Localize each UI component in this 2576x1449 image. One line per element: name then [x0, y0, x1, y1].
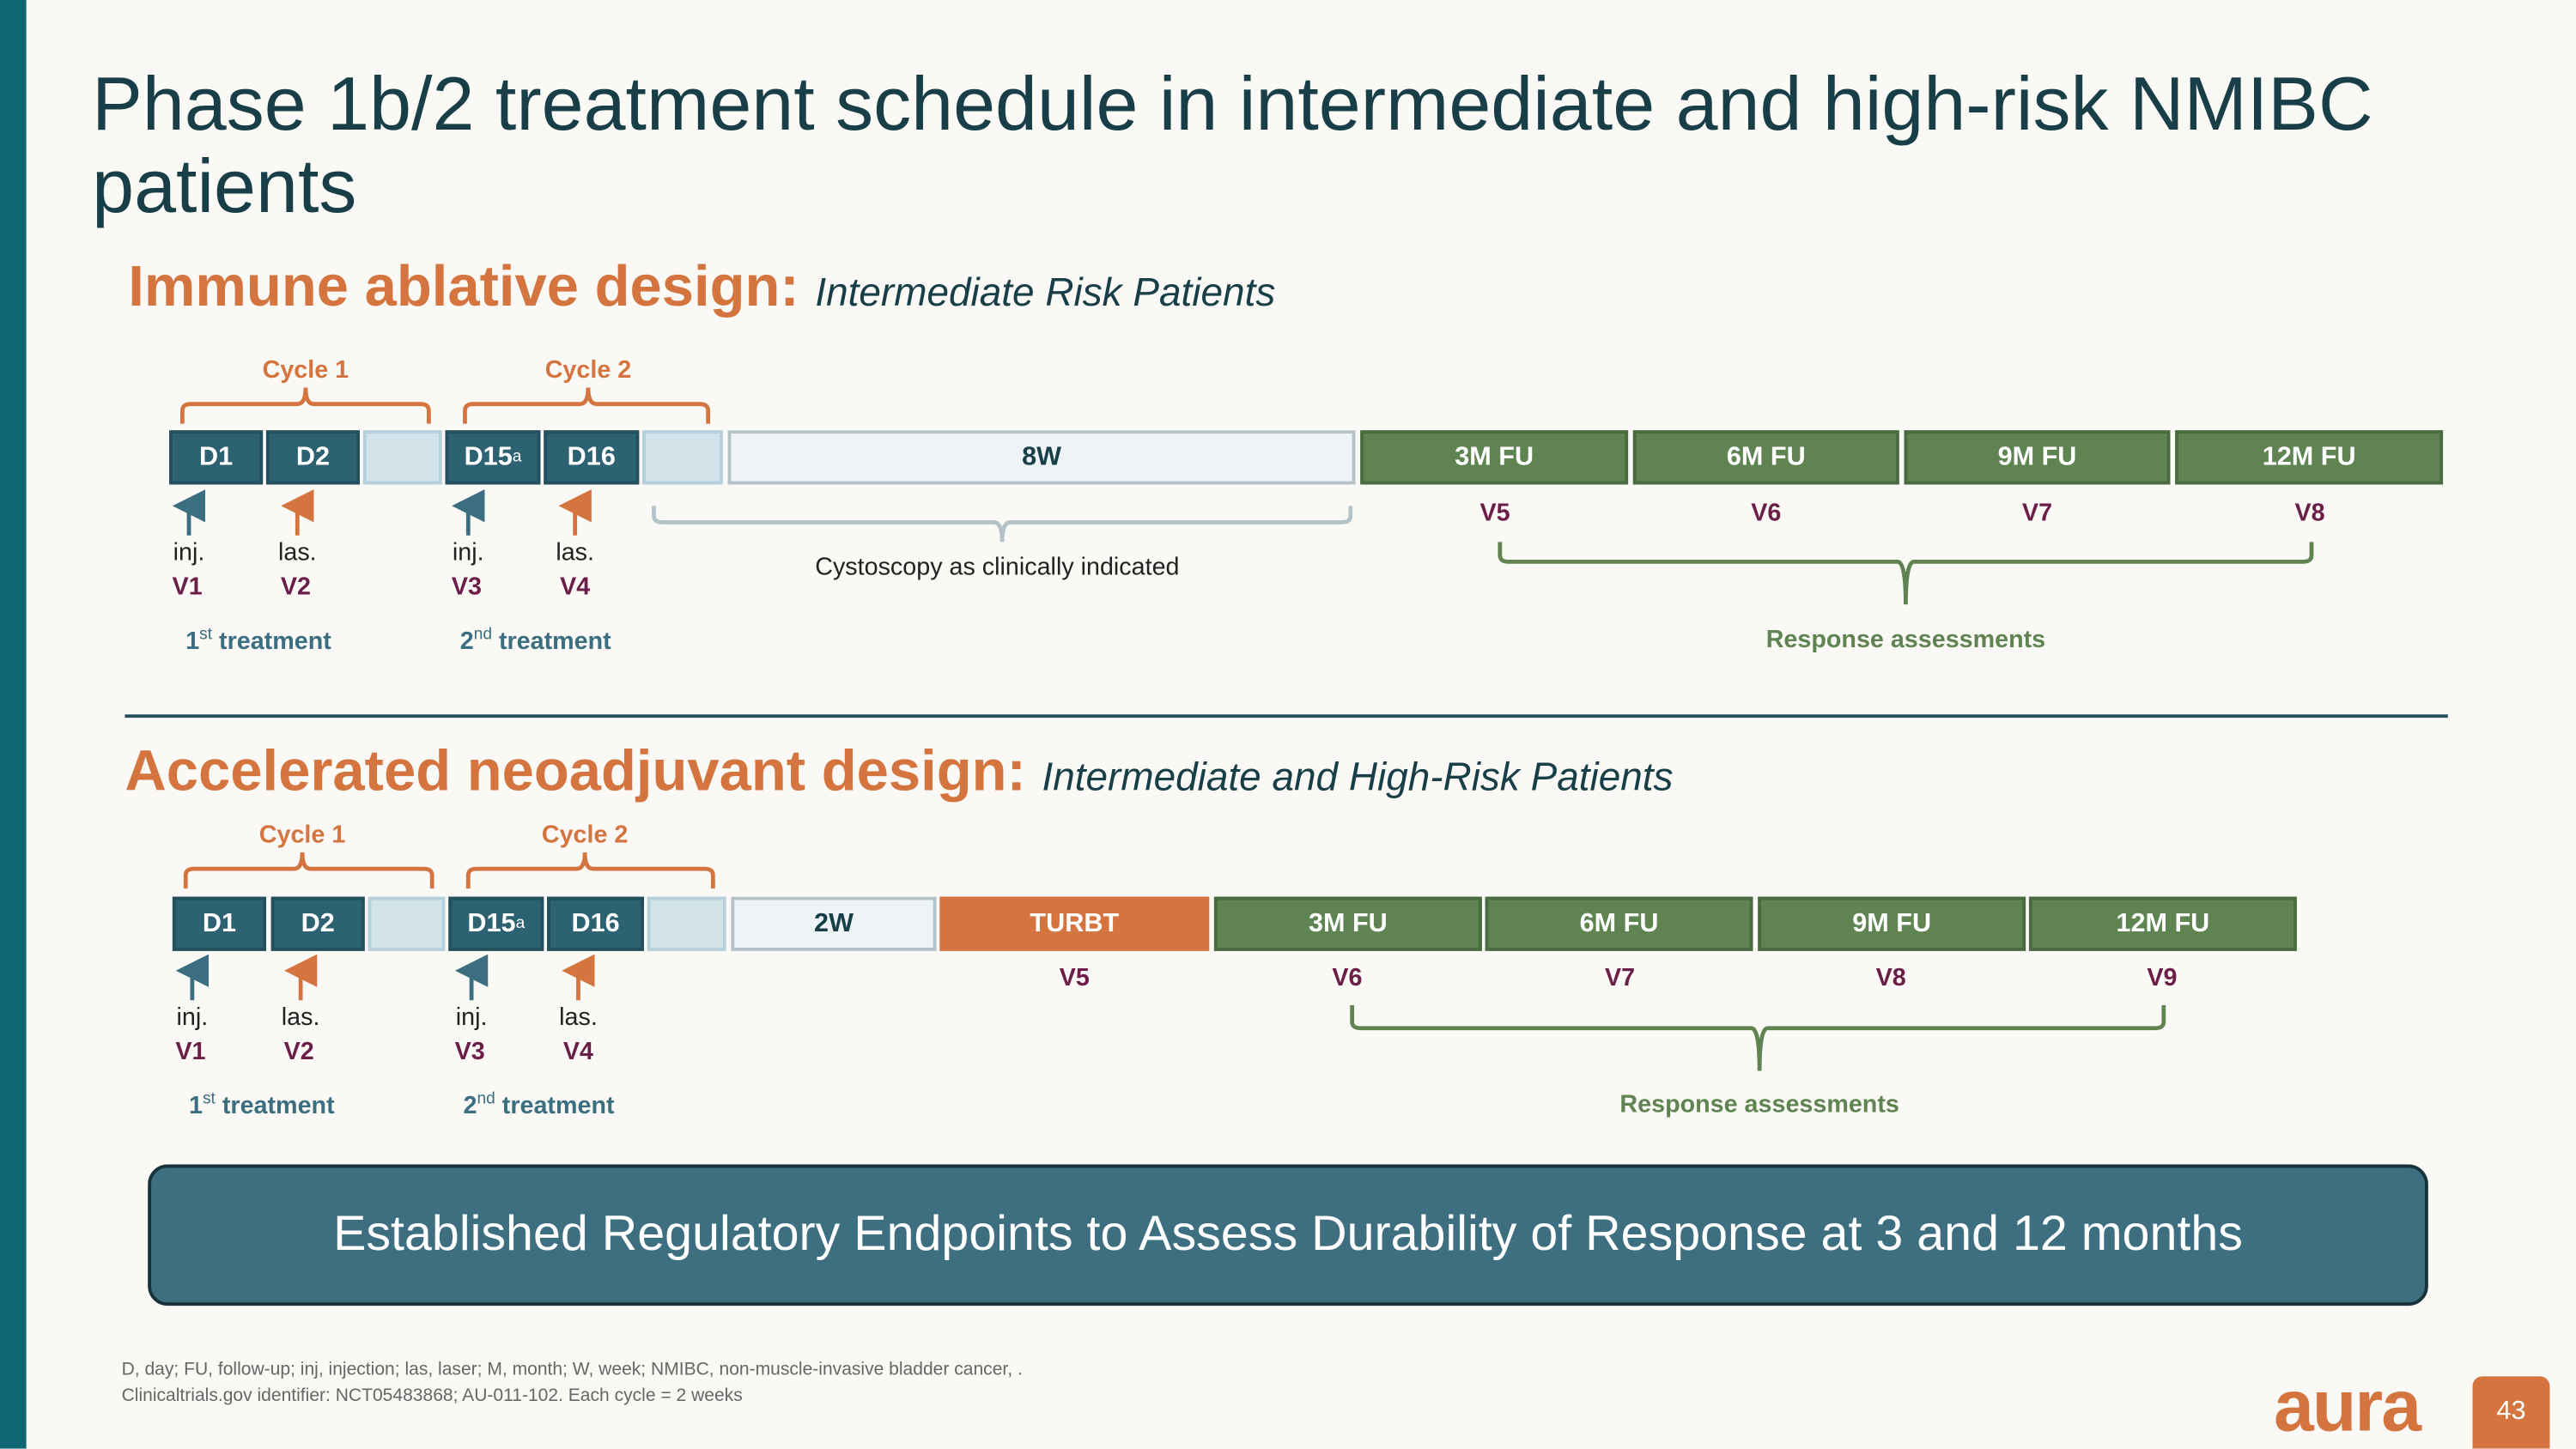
cycle2-brace	[463, 387, 711, 424]
action-label: las.	[556, 538, 594, 567]
action-label: inj.	[455, 1003, 488, 1032]
day-box-d1: D1	[172, 896, 266, 951]
day-box-d15: D15 a	[448, 896, 544, 951]
action-label: las.	[281, 1003, 320, 1032]
day-box-d1: D1	[169, 430, 264, 485]
treatment-label-2: 2nd treatment	[463, 1090, 615, 1120]
rest-box	[647, 896, 726, 951]
fu-box-9m: 9M FU	[1904, 430, 2171, 485]
week-box-8w: 8W	[727, 430, 1356, 485]
rest-box	[362, 430, 442, 485]
visit-label: V7	[1604, 964, 1636, 992]
section2-subtitle: Intermediate and High-Risk Patients	[1042, 755, 1674, 800]
day-box-d16: D16	[547, 896, 645, 951]
fu-box-6m: 6M FU	[1632, 430, 1899, 485]
cycle1-brace	[179, 387, 431, 424]
section1-subtitle: Intermediate Risk Patients	[815, 270, 1276, 316]
visit-label: V2	[280, 573, 311, 602]
cystoscopy-brace	[652, 506, 1353, 543]
day-box-d2: D2	[265, 430, 361, 485]
fu-box-12m: 12M FU	[2175, 430, 2444, 485]
visit-label: V8	[1875, 964, 1906, 992]
left-accent-bar	[0, 0, 27, 1449]
visit-label: V1	[175, 1038, 206, 1066]
fu-box-12m: 12M FU	[2028, 896, 2297, 951]
action-label: las.	[559, 1003, 598, 1032]
week-box-2w: 2W	[731, 896, 937, 951]
response-assessments-label: Response assessments	[1765, 625, 2046, 654]
action-label: inj.	[452, 538, 484, 567]
visit-label: V4	[560, 573, 591, 602]
action-label: inj.	[173, 538, 205, 567]
visit-label: V2	[283, 1038, 314, 1066]
rest-box	[368, 896, 446, 951]
visit-label: V1	[172, 573, 203, 602]
treatment-label-2: 2nd treatment	[459, 625, 611, 656]
visit-label: V8	[2294, 499, 2325, 528]
turbt-box: TURBT	[939, 896, 1210, 951]
footnote-abbreviations: D, day; FU, follow-up; inj, injection; l…	[121, 1360, 1023, 1380]
response-brace	[1350, 1004, 2166, 1071]
visit-label: V5	[1059, 964, 1090, 992]
action-label: las.	[277, 538, 317, 567]
fu-box-9m: 9M FU	[1758, 896, 2026, 951]
visit-label: V3	[451, 573, 482, 602]
aura-logo: aura	[2274, 1366, 2421, 1447]
cycle2-brace	[465, 852, 715, 889]
action-label: inj.	[176, 1003, 209, 1032]
fu-box-6m: 6M FU	[1485, 896, 1753, 951]
cycle2-label: Cycle 2	[541, 821, 629, 850]
cycle1-label: Cycle 1	[262, 356, 349, 385]
fu-box-3m: 3M FU	[1213, 896, 1482, 951]
treatment-label-1: 1st treatment	[185, 625, 331, 656]
visit-label: V7	[2021, 499, 2053, 528]
visit-label: V6	[1751, 499, 1782, 528]
footnote-trial-id: Clinicaltrials.gov identifier: NCT054838…	[121, 1385, 743, 1406]
endpoints-banner: Established Regulatory Endpoints to Asse…	[148, 1164, 2428, 1307]
visit-label: V9	[2147, 964, 2178, 992]
visit-label: V3	[454, 1038, 485, 1066]
day-box-d16: D16	[544, 430, 640, 485]
cystoscopy-note: Cystoscopy as clinically indicated	[815, 553, 1180, 582]
section-divider	[125, 714, 2448, 718]
page-number: 43	[2472, 1376, 2550, 1449]
section2-title: Accelerated neoadjuvant design:	[125, 738, 1026, 803]
section2-heading: Accelerated neoadjuvant design: Intermed…	[125, 739, 1673, 805]
visit-label: V4	[562, 1038, 594, 1066]
cycle2-label: Cycle 2	[544, 356, 632, 385]
response-brace	[1498, 542, 2314, 605]
visit-label: V5	[1479, 499, 1510, 528]
visit-label: V6	[1332, 964, 1363, 992]
section1-title: Immune ablative design:	[128, 254, 799, 319]
page-title: Phase 1b/2 treatment schedule in interme…	[92, 60, 2373, 228]
cycle1-label: Cycle 1	[258, 821, 346, 850]
response-assessments-label: Response assessments	[1619, 1090, 1899, 1119]
cycle1-brace	[183, 852, 434, 889]
section1-heading: Immune ablative design: Intermediate Ris…	[128, 255, 1275, 321]
day-box-d2: D2	[270, 896, 365, 951]
day-box-d15: D15 a	[445, 430, 541, 485]
fu-box-3m: 3M FU	[1360, 430, 1629, 485]
rest-box	[642, 430, 723, 485]
treatment-label-1: 1st treatment	[189, 1090, 335, 1120]
